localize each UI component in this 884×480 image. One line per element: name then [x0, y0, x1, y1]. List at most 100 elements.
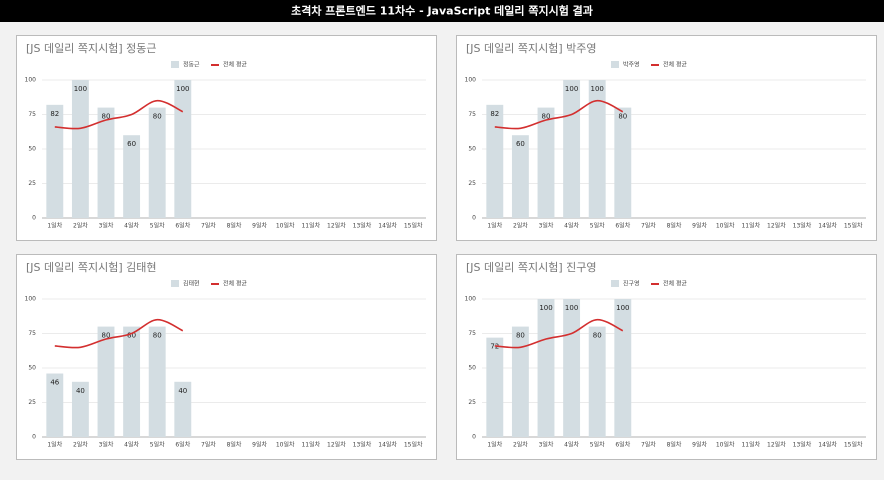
x-tick-label: 3일차	[539, 222, 554, 230]
x-tick-label: 4일차	[564, 222, 579, 230]
bar	[588, 80, 606, 218]
data-label: 60	[127, 140, 136, 148]
data-label: 40	[76, 387, 85, 395]
chart-panel: [JS 데일리 쪽지시험] 정동근 0 25 50 75 100 1일차 2일차 3일차 4일차 5…	[16, 35, 437, 241]
legend-label: 정동근	[183, 62, 200, 69]
bar	[511, 326, 529, 437]
x-tick-label: 6일차	[615, 222, 630, 230]
data-label: 100	[539, 304, 552, 312]
data-label: 46	[50, 379, 59, 387]
x-tick-label: 9일차	[692, 222, 707, 230]
x-tick-label: 8일차	[667, 222, 682, 230]
x-tick-label: 15일차	[404, 441, 423, 449]
x-tick-label: 10일차	[276, 441, 295, 449]
x-tick-label: 4일차	[124, 222, 139, 230]
y-tick-label: 75	[468, 330, 476, 337]
x-tick-label: 2일차	[513, 222, 528, 230]
bar	[614, 107, 632, 218]
y-tick-label: 50	[468, 365, 476, 372]
average-line	[494, 318, 624, 349]
x-tick-label: 3일차	[539, 441, 554, 449]
data-label: 100	[565, 85, 578, 93]
bar	[537, 107, 555, 218]
chart-title: [JS 데일리 쪽지시험] 박주영	[466, 41, 597, 55]
y-tick-label: 50	[468, 146, 476, 153]
chart-title: [JS 데일리 쪽지시험] 진구영	[466, 260, 597, 274]
bar	[537, 299, 555, 437]
bar	[174, 381, 192, 437]
bar	[148, 107, 166, 218]
y-tick-label: 75	[28, 330, 36, 337]
average-line	[494, 99, 624, 130]
x-tick-label: 6일차	[615, 441, 630, 449]
legend-swatch	[611, 61, 619, 68]
y-tick-label: 25	[468, 399, 476, 406]
data-label: 40	[178, 387, 187, 395]
y-tick-label: 100	[465, 296, 477, 303]
bar	[123, 135, 141, 218]
x-tick-label: 4일차	[564, 441, 579, 449]
y-tick-label: 50	[28, 365, 36, 372]
bar	[46, 373, 64, 437]
y-tick-label: 100	[25, 77, 37, 84]
x-tick-label: 14일차	[818, 222, 837, 230]
bar	[46, 104, 64, 218]
x-tick-label: 3일차	[99, 441, 114, 449]
x-tick-label: 8일차	[667, 441, 682, 449]
data-label: 80	[153, 113, 162, 121]
x-tick-label: 11일차	[741, 441, 760, 449]
data-label: 80	[516, 332, 525, 340]
data-label: 80	[153, 332, 162, 340]
x-tick-label: 11일차	[741, 222, 760, 230]
x-tick-label: 8일차	[227, 222, 242, 230]
y-tick-label: 100	[25, 296, 37, 303]
y-tick-label: 100	[465, 77, 477, 84]
chart-panel: [JS 데일리 쪽지시험] 진구영 0 25 50 75 100 1일차 2일차 3일차 4일차 5…	[456, 254, 877, 460]
x-tick-label: 12일차	[327, 222, 346, 230]
x-tick-label: 2일차	[73, 222, 88, 230]
x-tick-label: 13일차	[353, 441, 372, 449]
x-tick-label: 6일차	[175, 441, 190, 449]
page-title: 초격차 프론트엔드 11차수 - JavaScript 데일리 쪽지시험 결과	[291, 4, 593, 18]
bar	[148, 326, 166, 437]
y-tick-label: 50	[28, 146, 36, 153]
data-label: 100	[176, 85, 189, 93]
x-tick-label: 5일차	[150, 441, 165, 449]
chart-title: [JS 데일리 쪽지시험] 정동근	[26, 41, 157, 55]
chart-panel: [JS 데일리 쪽지시험] 김태현 0 25 50 75 100 1일차 2일차 3일차 4일차 5…	[16, 254, 437, 460]
data-label: 80	[593, 332, 602, 340]
x-tick-label: 2일차	[73, 441, 88, 449]
legend-label: 김태현	[183, 280, 200, 288]
bar	[97, 326, 115, 437]
x-tick-label: 13일차	[793, 441, 812, 449]
x-tick-label: 14일차	[378, 441, 397, 449]
x-tick-label: 15일차	[844, 222, 863, 230]
y-tick-label: 0	[472, 215, 476, 222]
legend-swatch	[171, 280, 179, 287]
y-tick-label: 25	[28, 399, 36, 406]
x-tick-label: 14일차	[818, 441, 837, 449]
x-tick-label: 7일차	[641, 222, 656, 230]
data-label: 80	[618, 113, 627, 121]
x-tick-label: 12일차	[767, 222, 786, 230]
average-line	[54, 318, 184, 349]
chart-title: [JS 데일리 쪽지시험] 김태현	[26, 260, 157, 274]
x-tick-label: 9일차	[692, 441, 707, 449]
x-tick-label: 12일차	[327, 441, 346, 449]
x-tick-label: 1일차	[487, 222, 502, 230]
data-label: 60	[516, 140, 525, 148]
bar	[588, 326, 606, 437]
legend-swatch	[611, 280, 619, 287]
y-tick-label: 0	[32, 215, 36, 222]
x-tick-label: 1일차	[47, 441, 62, 449]
bar	[563, 299, 581, 437]
y-tick-label: 25	[28, 180, 36, 187]
bar	[486, 337, 504, 437]
legend-label: 전체 평균	[663, 280, 687, 288]
bar	[71, 80, 89, 218]
y-tick-label: 25	[468, 180, 476, 187]
x-tick-label: 13일차	[353, 222, 372, 230]
x-tick-label: 14일차	[378, 222, 397, 230]
bar	[486, 104, 504, 218]
